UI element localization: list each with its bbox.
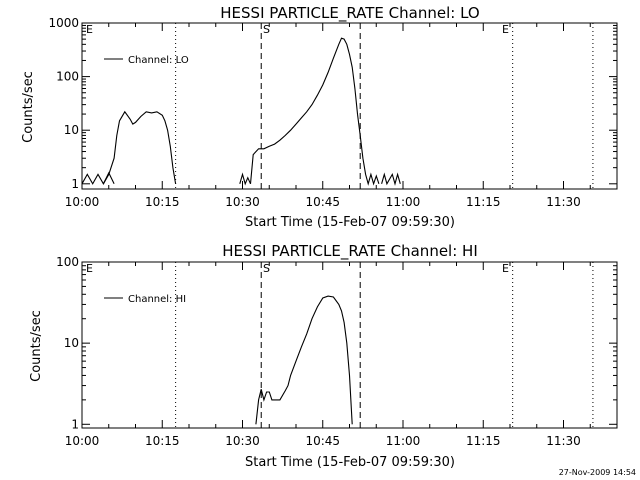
x-tick-label-lo-1: 10:15 — [145, 195, 180, 209]
x-tick-label-lo-6: 11:30 — [546, 195, 581, 209]
legend-hi: Channel: HI — [104, 294, 186, 305]
x-tick-label-lo-5: 11:15 — [466, 195, 501, 209]
marker-start-hi: S — [263, 262, 270, 275]
marker-end-lo: E — [502, 23, 509, 36]
plot-frame-hi — [81, 261, 618, 429]
legend-label-lo: Channel: LO — [128, 55, 189, 66]
x-tick-label-hi-0: 10:00 — [65, 434, 100, 448]
x-tick-label-hi-3: 10:45 — [305, 434, 340, 448]
x-axis-label-lo: Start Time (15-Feb-07 09:59:30) — [245, 215, 455, 230]
series-layer-lo — [81, 37, 401, 186]
x-tick-label-hi-5: 11:15 — [466, 434, 501, 448]
marker-start-lo: S — [263, 23, 270, 36]
y-tick-label-lo-0: 1 — [71, 177, 79, 191]
x-tick-label-hi-6: 11:30 — [546, 434, 581, 448]
y-tick-label-lo-1: 10 — [64, 123, 79, 137]
legend-label-hi: Channel: HI — [128, 294, 186, 305]
x-tick-label-lo-3: 10:45 — [305, 195, 340, 209]
y-axis-label-hi: Counts/sec — [29, 310, 44, 382]
panel-hi: HESSI PARTICLE_RATE Channel: HI Counts/s… — [29, 242, 618, 470]
plot-frame-lo — [81, 22, 618, 190]
series-line-lo-0-2 — [239, 172, 252, 186]
marker-left-edge-hi: E — [86, 262, 93, 275]
series-layer-hi — [255, 295, 353, 425]
vline-layer-lo — [175, 23, 594, 189]
marker-end-hi: E — [502, 262, 509, 275]
series-line-lo-0-3 — [249, 37, 380, 186]
plot-title-hi: HESSI PARTICLE_RATE Channel: HI — [222, 242, 478, 261]
series-line-lo-0-4 — [381, 172, 401, 186]
marker-left-edge-lo: E — [86, 23, 93, 36]
x-axis-label-hi: Start Time (15-Feb-07 09:59:30) — [245, 455, 455, 470]
x-tick-label-hi-4: 11:00 — [386, 434, 421, 448]
x-tick-label-hi-1: 10:15 — [145, 434, 180, 448]
vline-layer-hi — [175, 262, 594, 428]
series-line-lo-0-1 — [102, 110, 177, 185]
y-tick-label-lo-2: 100 — [56, 70, 79, 84]
x-tick-label-lo-4: 11:00 — [386, 195, 421, 209]
x-tick-label-lo-2: 10:30 — [225, 195, 260, 209]
y-axis-label-lo: Counts/sec — [21, 71, 36, 143]
y-tick-label-hi-0: 1 — [71, 417, 79, 431]
series-line-hi-0-0 — [255, 295, 353, 425]
legend-lo: Channel: LO — [104, 55, 189, 66]
plot-title-lo: HESSI PARTICLE_RATE Channel: LO — [220, 4, 479, 23]
y-tick-label-hi-2: 100 — [56, 255, 79, 269]
panel-lo: HESSI PARTICLE_RATE Channel: LO Counts/s… — [21, 4, 618, 230]
tick-layer-lo: 10:00 10:15 10:30 10:45 11:00 11:15 11:30 1 10 10… — [48, 16, 618, 209]
tick-layer-hi: 10:00 10:15 10:30 10:45 11:00 11:15 11:30 1 10 10… — [56, 255, 618, 448]
x-tick-label-hi-2: 10:30 — [225, 434, 260, 448]
timestamp-footer: 27-Nov-2009 14:54 — [559, 468, 636, 477]
y-tick-label-lo-3: 1000 — [48, 16, 79, 30]
x-tick-label-lo-0: 10:00 — [65, 195, 100, 209]
y-tick-label-hi-1: 10 — [64, 336, 79, 350]
